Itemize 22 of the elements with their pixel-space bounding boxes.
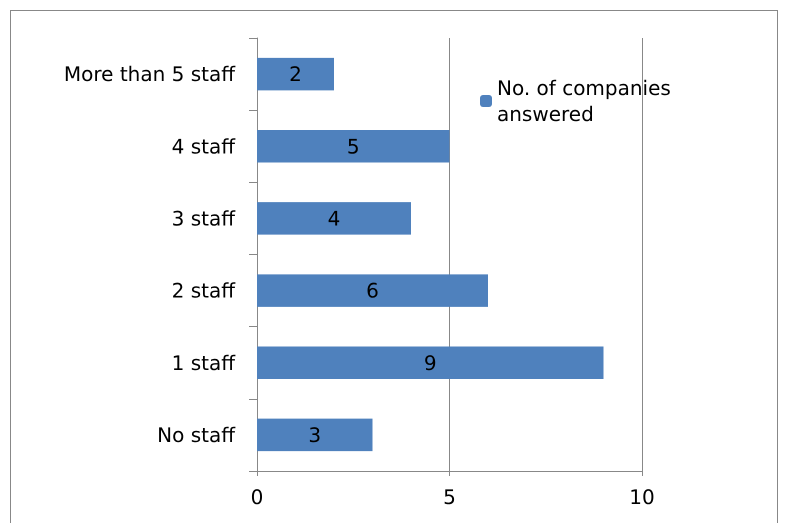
bar — [257, 274, 488, 307]
y-tick-label: 4 staff — [172, 134, 236, 158]
bar — [257, 202, 411, 235]
x-tick-label: 5 — [443, 485, 456, 509]
data-label: 5 — [346, 134, 360, 158]
bar — [257, 58, 334, 90]
y-tick-label: 2 staff — [172, 278, 236, 303]
bar — [257, 130, 450, 162]
x-tick-label: 10 — [629, 485, 655, 509]
y-tick-label: 1 staff — [172, 350, 236, 375]
data-label: 3 — [308, 422, 322, 447]
data-label: 6 — [366, 278, 379, 303]
legend-label: No. of companies answered — [497, 76, 678, 126]
bar — [257, 418, 372, 452]
x-tick-label: 0 — [250, 485, 264, 509]
data-label: 9 — [424, 350, 437, 375]
data-label: 2 — [289, 62, 302, 86]
y-tick-label: No staff — [157, 422, 236, 447]
data-label: 4 — [328, 206, 340, 230]
y-tick-label: More than 5 staff — [64, 62, 236, 86]
y-tick-label: 3 staff — [172, 206, 236, 230]
bar — [257, 346, 604, 379]
